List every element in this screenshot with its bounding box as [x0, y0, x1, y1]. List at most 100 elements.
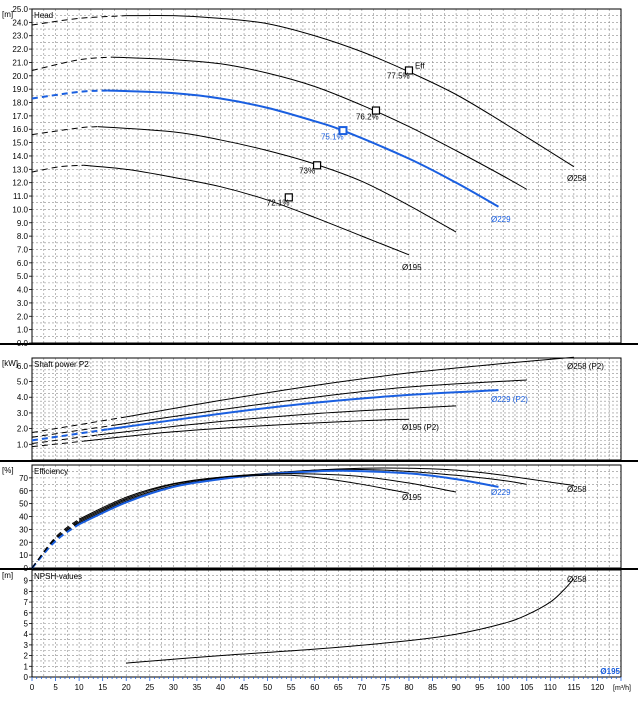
series-line: [97, 126, 457, 233]
footer-series-label: Ø195: [600, 667, 620, 676]
y-tick-label: 19.0: [12, 85, 28, 94]
series-line-dashed: [31, 518, 80, 569]
x-tick-label: 0: [30, 683, 35, 692]
y-tick-label: 24.0: [12, 18, 28, 27]
marker-label: 73%: [299, 166, 315, 175]
operating-point-marker: [284, 193, 293, 202]
y-tick-label: 0: [24, 673, 29, 682]
series-label: Ø195: [402, 493, 422, 502]
y-tick-label: 11.0: [13, 192, 29, 201]
y-tick-label: 9: [24, 577, 29, 586]
marker-label: 75.1%: [321, 133, 344, 142]
y-tick-label: 0.0: [17, 339, 29, 348]
y-tick-label: 8: [24, 587, 29, 596]
series-line-dashed: [31, 126, 99, 136]
series-line: [107, 89, 499, 208]
x-tick-label: 5: [53, 683, 58, 692]
y-tick-label: 13.0: [12, 165, 28, 174]
y-tick-label: 18.0: [12, 99, 28, 108]
x-unit-label: [m³/h]: [613, 685, 631, 692]
series-line: [97, 405, 457, 436]
y-tick-label: 22.0: [12, 45, 28, 54]
y-tick-label: 12.0: [12, 179, 28, 188]
y-tick-label: 10.0: [12, 205, 28, 214]
series-line: [78, 473, 457, 521]
chart-panel-1: 0.0 1.0 2.0 3.0 4.0 5.0 6.0 7.0 8.0 9.0 10.0 11.0 12…: [0, 5, 638, 348]
x-tick-label: 75: [381, 683, 390, 692]
marker-label: 77.5%: [387, 71, 410, 80]
y-unit-label: [kW]: [2, 359, 18, 368]
panel-title: Head: [34, 11, 53, 20]
x-tick-label: 80: [405, 683, 414, 692]
series-line: [126, 578, 575, 664]
operating-point-marker: [338, 126, 348, 136]
marker-label: Eff: [415, 61, 425, 70]
series-line-dashed: [31, 89, 108, 100]
y-unit-label: [m]: [2, 571, 13, 580]
y-tick-label: 4: [24, 630, 29, 639]
x-tick-label: 35: [192, 683, 201, 692]
chart-panel-3: 0 10 20 30 40 50 60 70 [%] Efficiency Ø258 Ø229 Ø195: [0, 464, 638, 573]
x-tick-label: 85: [428, 683, 437, 692]
x-tick-label: 100: [497, 683, 511, 692]
y-unit-label: [%]: [2, 466, 14, 475]
x-tick-label: 120: [591, 683, 605, 692]
series-line-dashed: [31, 424, 113, 438]
operating-point-marker: [312, 161, 322, 170]
operating-point-marker: [371, 106, 381, 115]
x-tick-label: 30: [169, 683, 178, 692]
y-tick-label: 1: [24, 662, 29, 671]
series-line: [78, 468, 527, 523]
series-line-dashed: [31, 15, 127, 26]
series-line-dashed: [31, 521, 80, 569]
marker-label: 72.1%: [267, 198, 290, 207]
series-label: Ø258 (P2): [567, 362, 604, 371]
y-unit-label: [m]: [2, 10, 13, 19]
y-tick-label: 4.0: [17, 286, 29, 295]
y-tick-label: 14.0: [12, 152, 28, 161]
x-tick-label: 90: [452, 683, 461, 692]
x-tick-label: 10: [75, 683, 84, 692]
marker-label: 76.2%: [356, 113, 379, 122]
series-line-dashed: [31, 440, 84, 448]
y-tick-label: 15.0: [12, 139, 28, 148]
y-tick-label: 6.0: [17, 362, 29, 371]
y-tick-label: 20.0: [12, 72, 28, 81]
series-line: [112, 379, 527, 426]
panel-title: Efficiency: [34, 467, 68, 476]
series-line-dashed: [31, 519, 80, 569]
series-line-dashed: [31, 164, 84, 173]
y-tick-label: 4.0: [17, 393, 29, 402]
y-tick-label: 9.0: [17, 219, 29, 228]
y-tick-label: 60: [19, 487, 28, 496]
x-tick-label: 95: [475, 683, 484, 692]
x-tick-label: 25: [145, 683, 154, 692]
y-tick-label: 6: [24, 609, 29, 618]
series-label: Ø229 (P2): [491, 395, 528, 404]
series-label: Ø258: [567, 485, 587, 494]
y-tick-label: 5.0: [17, 272, 29, 281]
x-tick-label: 20: [122, 683, 131, 692]
x-tick-label: 65: [334, 683, 343, 692]
y-tick-label: 10: [19, 551, 28, 560]
x-tick-label: 45: [240, 683, 249, 692]
y-tick-label: 3.0: [17, 409, 29, 418]
x-tick-label: 40: [216, 683, 225, 692]
x-tick-label: 15: [98, 683, 107, 692]
series-line: [83, 164, 410, 256]
y-tick-label: 16.0: [12, 125, 28, 134]
series-line: [126, 14, 575, 168]
operating-point-marker: [404, 66, 414, 75]
series-label: Ø229: [491, 488, 511, 497]
series-line: [112, 56, 528, 190]
series-label: Ø195: [402, 263, 422, 272]
series-line-dashed: [31, 428, 108, 442]
y-tick-label: 25.0: [12, 5, 28, 14]
x-tick-label: 70: [357, 683, 366, 692]
y-tick-label: 3: [24, 641, 29, 650]
panel-title: NPSH-values: [34, 572, 82, 581]
series-line: [78, 469, 499, 526]
